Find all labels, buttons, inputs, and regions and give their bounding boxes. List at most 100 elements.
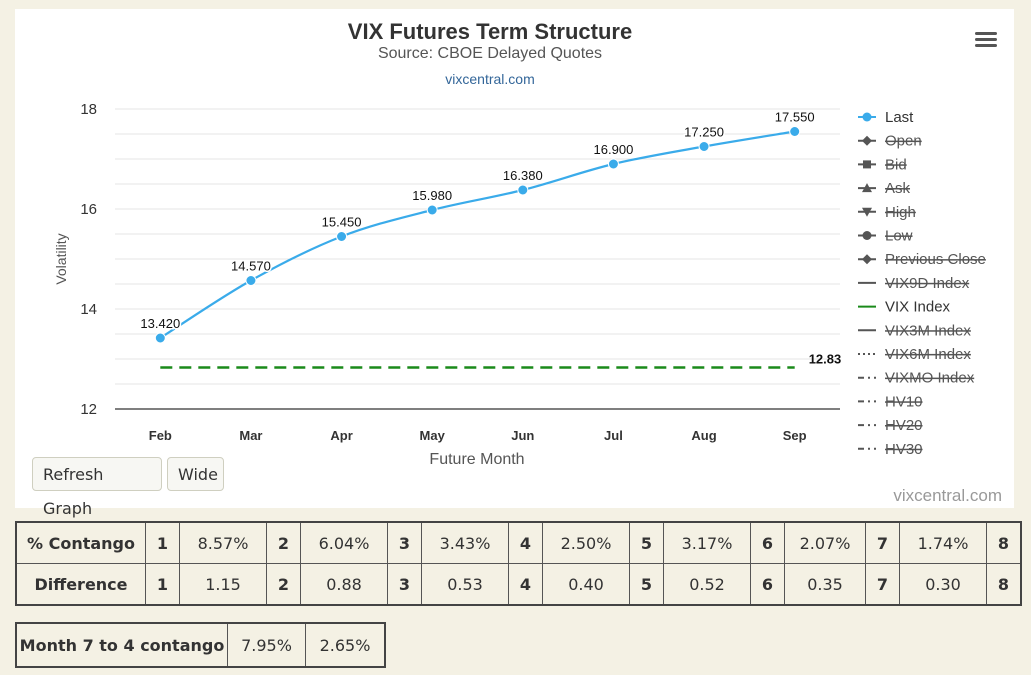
table-row: % Contango 1 8.57% 2 6.04% 3 3.43% 4 2.50% 5 3.17%… [15,521,1022,564]
legend-label: Low [885,228,913,245]
legend-label: HV20 [885,417,923,434]
month-index-cell: 1 [145,563,180,606]
chart-credit[interactable]: vixcentral.com [893,486,1002,505]
refresh-graph-button[interactable]: Refresh Graph [32,457,162,518]
legend-item-hv20[interactable]: HV20 [858,417,923,434]
legend-marker [862,231,872,240]
month-7-to-4-value: 7.95% [227,622,306,668]
value-cell: 0.40 [542,563,630,606]
data-point-last [517,184,529,196]
legend-item-high[interactable]: High [858,204,916,221]
legend-label: VIX3M Index [885,322,971,339]
y-tick-label: 16 [80,201,97,218]
month-index-cell: 7 [865,563,900,606]
legend-marker [863,160,871,169]
chart-subtitle: Source: CBOE Delayed Quotes [377,45,603,62]
data-point-last [789,126,801,137]
month-7-to-4-table: Month 7 to 4 contango 7.95% 2.65% [15,622,386,668]
chart-plot: 12 14 16 18 Feb Mar Apr May Jun Jul Aug Sep Future M… [53,101,986,468]
x-tick-label: Jun [511,428,534,443]
legend-item-vix6m-index[interactable]: VIX6M Index [858,346,971,363]
month-index-cell: 7 [865,521,900,564]
legend-marker [862,112,872,122]
month-index-cell: 2 [266,563,301,606]
legend-item-hv30[interactable]: HV30 [858,441,923,458]
value-cell: 0.88 [300,563,388,606]
legend-item-ask[interactable]: Ask [858,180,911,197]
legend-item-vix3m-index[interactable]: VIX3M Index [858,322,971,339]
legend-item-vix9d-index[interactable]: VIX9D Index [858,275,970,292]
month-index-cell: 1 [145,521,180,564]
legend-label: Previous Close [885,251,986,268]
y-axis-title: Volatility [53,233,69,284]
x-tick-label: Mar [239,428,262,443]
legend-item-vix-index[interactable]: VIX Index [858,299,951,316]
month-index-cell: 3 [387,563,422,606]
month-index-cell: 6 [750,521,785,564]
value-cell: 3.17% [663,521,751,564]
legend-item-previous-close[interactable]: Previous Close [858,251,986,268]
row-header: Difference [15,563,146,606]
legend-label: Ask [885,180,911,197]
month-index-cell: 8 [986,521,1022,564]
data-point-last [426,204,438,216]
legend-label: HV30 [885,441,923,458]
value-cell: 1.74% [899,521,987,564]
legend-marker [862,254,872,265]
x-tick-label: Sep [783,428,807,443]
legend-item-bid[interactable]: Bid [858,156,907,173]
legend-item-last[interactable]: Last [858,109,914,126]
data-label-last: 17.250 [684,125,724,140]
chart-source-link[interactable]: vixcentral.com [445,71,535,87]
data-label-last: 16.380 [503,168,543,183]
month-index-cell: 5 [629,563,664,606]
month-index-cell: 2 [266,521,301,564]
y-tick-label: 18 [80,101,97,118]
legend-label: Last [885,109,914,126]
value-cell: 0.52 [663,563,751,606]
data-label-last: 15.980 [412,188,452,203]
wide-button[interactable]: Wide [167,457,224,491]
legend-item-hv10[interactable]: HV10 [858,393,923,410]
data-label-last: 13.420 [140,316,180,331]
legend-item-open[interactable]: Open [858,133,922,150]
data-point-last [154,332,166,344]
contango-table: % Contango 1 8.57% 2 6.04% 3 3.43% 4 2.50% 5 3.17%… [15,521,1022,606]
legend-label: Bid [885,156,907,173]
chart-panel: VIX Futures Term Structure Source: CBOE … [15,9,1014,518]
legend-item-low[interactable]: Low [858,228,913,245]
hamburger-menu-icon[interactable] [973,29,999,51]
x-tick-label: Apr [330,428,352,443]
data-label-last: 14.570 [231,259,271,274]
data-label-last: 16.900 [594,142,634,157]
month-index-cell: 5 [629,521,664,564]
data-point-last [245,275,257,286]
legend-label: Open [885,133,922,150]
legend-item-vixmo-index[interactable]: VIXMO Index [858,370,975,387]
legend-label: VIX6M Index [885,346,971,363]
x-tick-label: Feb [149,428,172,443]
legend-label: VIX Index [885,299,951,316]
series-line-last [159,130,795,339]
data-label-last: 17.550 [775,110,815,125]
x-tick-label: May [420,428,446,443]
legend-marker [862,207,872,217]
value-cell: 0.30 [899,563,987,606]
value-cell: 0.35 [784,563,866,606]
value-cell: 1.15 [179,563,267,606]
data-point-last [607,158,619,170]
data-point-last [336,231,348,242]
row-header: % Contango [15,521,146,564]
month-index-cell: 8 [986,563,1022,606]
data-label-last: 15.450 [322,215,362,230]
x-axis-title: Future Month [429,451,524,468]
x-tick-label: Jul [604,428,623,443]
value-cell: 2.07% [784,521,866,564]
legend-marker [862,183,872,193]
legend-marker [862,135,872,146]
month-7-to-4-label: Month 7 to 4 contango [15,622,228,668]
month-index-cell: 4 [508,563,543,606]
month-index-cell: 4 [508,521,543,564]
month-7-to-4-value: 2.65% [305,622,386,668]
legend-label: HV10 [885,393,923,410]
